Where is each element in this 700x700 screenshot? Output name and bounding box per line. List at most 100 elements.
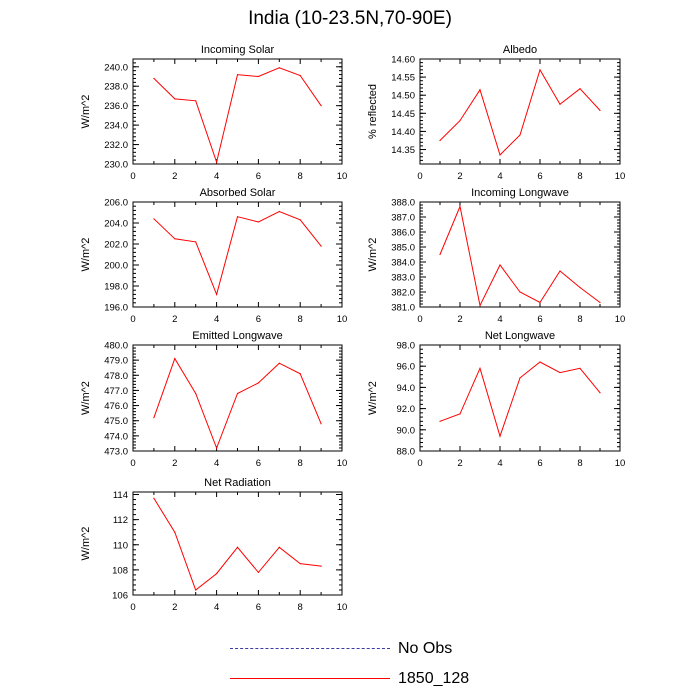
figure-title: India (10-23.5N,70-90E)	[248, 8, 452, 29]
panel-title: Absorbed Solar	[200, 187, 276, 199]
y-tick-label: 479.0	[104, 356, 128, 367]
data-point	[459, 119, 461, 122]
x-tick-label: 8	[577, 171, 582, 182]
y-tick-label: 476.0	[104, 401, 128, 412]
data-point	[439, 420, 441, 422]
y-axis-label: W/m^2	[80, 381, 92, 415]
y-axis-label: W/m^2	[367, 381, 379, 415]
panel-title: Incoming Solar	[201, 44, 275, 56]
legend-swatch-solid	[230, 678, 390, 679]
y-tick-label: 386.0	[391, 228, 415, 239]
data-point	[216, 293, 218, 295]
y-tick-label: 108	[112, 565, 128, 576]
x-tick-label: 4	[497, 314, 502, 325]
data-point	[195, 589, 197, 591]
y-axis-label: W/m^2	[80, 238, 92, 272]
chart-panel: Net Radiation W/m^2 0 2 4 6 8 10 106 108 110 112 114	[80, 477, 347, 613]
data-point	[539, 361, 541, 363]
y-tick-label: 234.0	[104, 121, 128, 132]
y-tick-label: 382.0	[391, 288, 415, 299]
x-tick-label: 2	[172, 171, 177, 182]
y-tick-label: 388.0	[391, 198, 415, 209]
data-point	[236, 73, 239, 76]
data-point	[278, 362, 280, 364]
x-tick-label: 10	[615, 171, 626, 182]
y-axis-label: W/m^2	[367, 238, 379, 272]
panel-title: Net Longwave	[485, 330, 555, 342]
y-tick-label: 96.0	[397, 362, 416, 373]
x-tick-label: 0	[130, 602, 135, 613]
y-tick-label: 230.0	[104, 160, 128, 171]
y-tick-label: 385.0	[391, 243, 415, 254]
data-point	[299, 562, 301, 565]
x-tick-label: 6	[537, 314, 542, 325]
chart-panel: Absorbed Solar W/m^2 0 2 4 6 8 10 196.0 198.0 200.…	[80, 187, 347, 325]
data-point	[599, 392, 601, 394]
x-tick-label: 4	[497, 171, 502, 182]
data-point	[195, 392, 197, 395]
data-point	[153, 417, 155, 419]
legend-item-1850-128: 1850_128	[230, 667, 490, 691]
y-axis-label: % reflected	[367, 84, 379, 139]
x-tick-label: 2	[457, 314, 462, 325]
data-point	[174, 98, 176, 100]
y-tick-label: 114	[113, 490, 128, 501]
x-tick-label: 4	[214, 458, 219, 469]
data-point	[599, 301, 601, 304]
data-point	[519, 377, 521, 379]
data-point	[499, 154, 501, 156]
x-tick-label: 2	[457, 458, 462, 469]
y-tick-label: 238.0	[104, 82, 128, 93]
y-tick-label: 98.0	[397, 341, 416, 352]
series-line	[153, 357, 322, 450]
y-tick-label: 196.0	[104, 303, 128, 314]
data-point	[257, 571, 259, 573]
y-tick-label: 112	[113, 515, 128, 526]
x-tick-label: 0	[417, 171, 422, 182]
chart-panel: Emitted Longwave W/m^2 0 2 4 6 8 10 473.0 474.0 47…	[80, 330, 347, 469]
y-tick-label: 381.0	[391, 303, 415, 314]
data-point	[174, 238, 176, 240]
x-tick-label: 0	[130, 171, 135, 182]
data-point	[320, 565, 322, 567]
data-point	[153, 497, 155, 499]
y-tick-label: 14.50	[391, 91, 415, 102]
data-point	[539, 69, 541, 71]
data-point	[236, 546, 239, 548]
x-tick-label: 0	[130, 458, 135, 469]
x-tick-label: 8	[577, 458, 582, 469]
x-tick-label: 8	[298, 314, 303, 325]
series-line	[439, 68, 601, 156]
x-tick-label: 0	[417, 458, 422, 469]
y-tick-label: 480.0	[104, 341, 128, 352]
x-tick-label: 10	[615, 458, 626, 469]
y-axis-label: W/m^2	[80, 95, 92, 129]
panel-title: Net Radiation	[204, 477, 271, 489]
y-tick-label: 14.35	[391, 145, 415, 156]
data-point	[579, 286, 581, 289]
legend-label: No Obs	[398, 640, 453, 657]
data-point	[499, 435, 501, 437]
legend-swatch-dashed	[230, 648, 390, 649]
series-line	[153, 498, 322, 591]
chart-panel: Albedo % reflected 0 2 4 6 8 10 14.35 14.40 14.45 1…	[367, 44, 625, 182]
x-tick-label: 2	[457, 171, 462, 182]
data-point	[439, 253, 441, 256]
x-tick-label: 10	[337, 171, 348, 182]
data-point	[459, 413, 461, 415]
data-point	[519, 291, 521, 293]
y-tick-label: 106	[112, 591, 128, 602]
y-tick-label: 206.0	[104, 198, 128, 209]
plot-frame	[132, 491, 343, 596]
y-tick-label: 384.0	[391, 258, 415, 269]
data-point	[153, 218, 155, 220]
y-tick-label: 204.0	[104, 219, 128, 230]
chart-panel: Incoming Solar W/m^2 0 2 4 6 8 10 230.0 232.0 234.…	[80, 44, 347, 182]
x-tick-label: 4	[214, 314, 219, 325]
data-point	[299, 219, 301, 221]
x-tick-label: 8	[298, 458, 303, 469]
x-tick-label: 2	[172, 602, 177, 613]
x-tick-label: 8	[298, 171, 303, 182]
data-point	[559, 270, 561, 272]
x-tick-label: 2	[172, 458, 177, 469]
